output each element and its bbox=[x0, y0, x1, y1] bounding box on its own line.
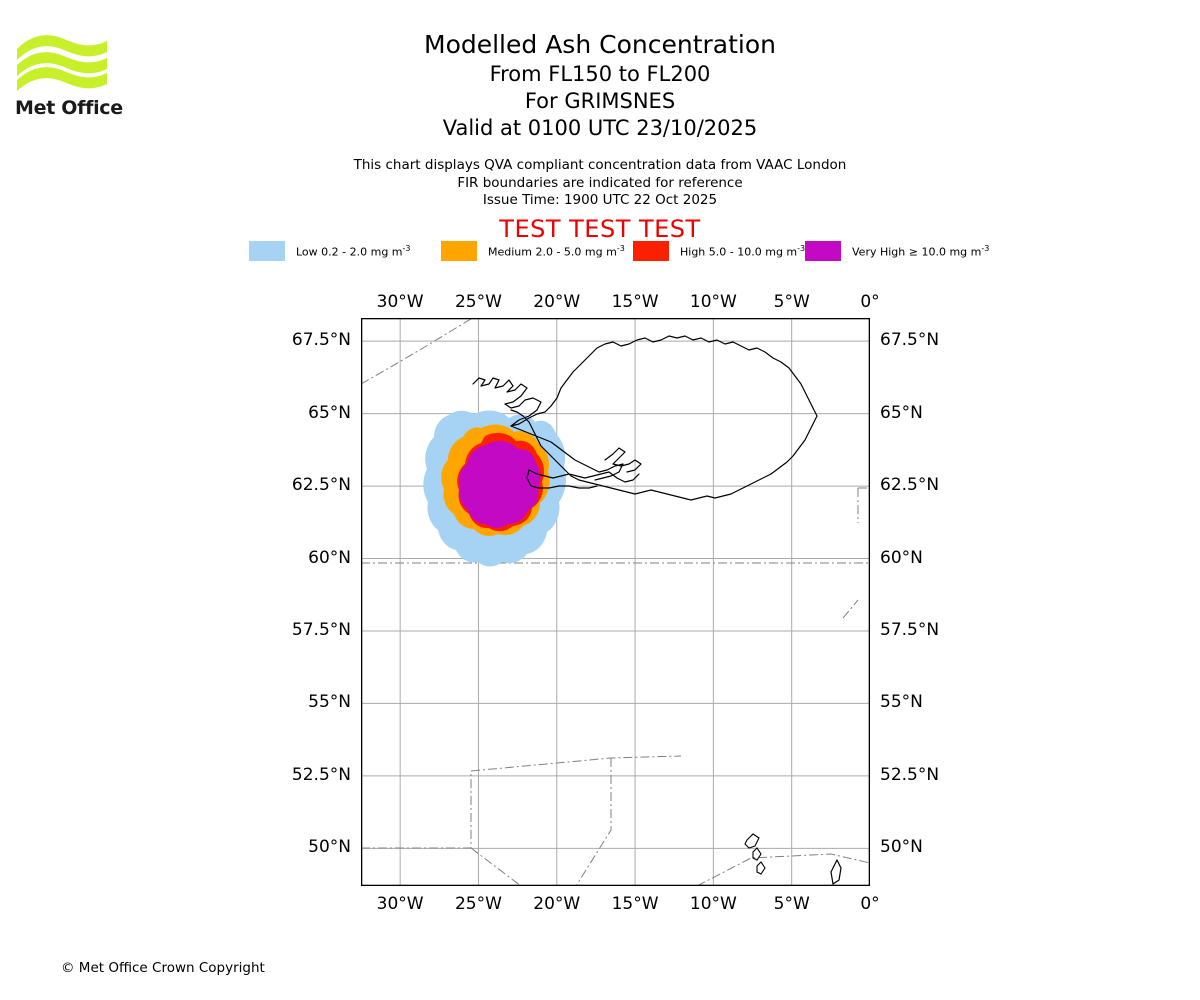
met-office-logo: Met Office bbox=[12, 18, 132, 118]
coast-iceland-peninsulas bbox=[510, 425, 624, 481]
map-background bbox=[361, 318, 870, 886]
title-valid-time: Valid at 0100 UTC 23/10/2025 bbox=[442, 116, 758, 140]
plume-band-very-high bbox=[458, 440, 541, 528]
copyright-notice: © Met Office Crown Copyright bbox=[61, 960, 265, 976]
coast-reykjanes bbox=[528, 469, 610, 479]
x-tick-label-bottom-0: 30°W bbox=[376, 894, 424, 914]
legend-swatch-1 bbox=[249, 241, 285, 261]
x-tick-label-bottom-5: 5°W bbox=[773, 894, 810, 914]
x-tick-label-top-5: 5°W bbox=[773, 292, 810, 312]
legend-label-1: Low 0.2 - 2.0 mg m-3 bbox=[296, 243, 411, 259]
y-tick-label-right-5: 55°N bbox=[880, 692, 923, 713]
legend-swatch-2 bbox=[441, 241, 477, 261]
y-tick-label-right-2: 62.5°N bbox=[880, 475, 940, 496]
subtitle-issue-time: Issue Time: 1900 UTC 22 Oct 2025 bbox=[482, 192, 718, 208]
x-tick-label-top-4: 10°W bbox=[689, 292, 737, 312]
x-tick-label-top-3: 15°W bbox=[611, 292, 659, 312]
legend-item-4: Very High ≥ 10.0 mg m-3 bbox=[805, 239, 989, 263]
subtitle-fir-note: FIR boundaries are indicated for referen… bbox=[457, 174, 743, 191]
met-office-logo-svg: Met Office bbox=[15, 35, 123, 118]
coast-shetland bbox=[830, 859, 842, 885]
x-tick-label-bottom-4: 10°W bbox=[689, 894, 737, 914]
y-tick-label-right-6: 52.5°N bbox=[880, 764, 940, 785]
x-tick-label-bottom-2: 20°W bbox=[533, 894, 581, 914]
coastlines bbox=[472, 335, 842, 885]
y-tick-label-right-3: 60°N bbox=[880, 547, 923, 568]
title-flight-levels: From FL150 to FL200 bbox=[489, 62, 711, 86]
legend-item-1: Low 0.2 - 2.0 mg m-3 bbox=[249, 239, 411, 263]
legend-label-3: High 5.0 - 10.0 mg m-3 bbox=[680, 243, 806, 259]
y-tick-label-left-0: 67.5°N bbox=[291, 330, 351, 351]
y-tick-label-left-7: 50°N bbox=[308, 837, 351, 858]
legend-swatch-3 bbox=[633, 241, 669, 261]
legend-item-3: High 5.0 - 10.0 mg m-3 bbox=[633, 239, 805, 263]
chart-title-block: Modelled Ash Concentration From FL150 to… bbox=[0, 28, 1200, 142]
y-tick-label-left-1: 65°N bbox=[308, 402, 351, 423]
ash-concentration-map[interactable] bbox=[361, 318, 870, 886]
y-tick-label-left-3: 60°N bbox=[308, 547, 351, 568]
y-tick-label-right-4: 57.5°N bbox=[880, 619, 940, 640]
fir-boundary-lines bbox=[361, 318, 870, 886]
x-tick-label-top-1: 25°W bbox=[454, 292, 502, 312]
y-tick-label-left-2: 62.5°N bbox=[291, 475, 351, 496]
x-tick-label-bottom-1: 25°W bbox=[454, 894, 502, 914]
title-volcano-name: For GRIMSNES bbox=[524, 89, 676, 113]
legend-label-4: Very High ≥ 10.0 mg m-3 bbox=[852, 243, 990, 259]
legend-swatch-4 bbox=[805, 241, 841, 261]
y-tick-label-right-7: 50°N bbox=[880, 837, 923, 858]
concentration-legend: Low 0.2 - 2.0 mg m-3 Medium 2.0 - 5.0 mg … bbox=[0, 239, 1200, 263]
map-gridlines bbox=[361, 318, 870, 886]
x-tick-label-top-2: 20°W bbox=[533, 292, 581, 312]
chart-subtitle-block: This chart displays QVA compliant concen… bbox=[0, 157, 1200, 210]
x-tick-label-top-6: 0° bbox=[860, 292, 880, 312]
y-tick-label-right-0: 67.5°N bbox=[880, 330, 940, 351]
legend-label-2: Medium 2.0 - 5.0 mg m-3 bbox=[488, 243, 625, 259]
coast-iceland bbox=[472, 335, 818, 501]
page-title: Modelled Ash Concentration bbox=[424, 30, 776, 59]
x-tick-label-bottom-6: 0° bbox=[860, 894, 880, 914]
subtitle-qva-note: This chart displays QVA compliant concen… bbox=[353, 157, 847, 173]
test-banner: TEST TEST TEST bbox=[499, 215, 701, 243]
y-tick-label-left-4: 57.5°N bbox=[291, 619, 351, 640]
legend-item-2: Medium 2.0 - 5.0 mg m-3 bbox=[441, 239, 625, 263]
map-svg bbox=[361, 318, 870, 886]
ash-plume-contours bbox=[423, 410, 567, 567]
y-tick-label-left-5: 55°N bbox=[308, 692, 351, 713]
small-islands bbox=[744, 833, 766, 875]
map-frame bbox=[361, 318, 870, 886]
logo-waves bbox=[17, 35, 107, 91]
logo-wordmark: Met Office bbox=[15, 97, 123, 118]
y-tick-label-left-6: 52.5°N bbox=[291, 764, 351, 785]
x-tick-label-top-0: 30°W bbox=[376, 292, 424, 312]
y-tick-label-right-1: 65°N bbox=[880, 402, 923, 423]
x-tick-label-bottom-3: 15°W bbox=[611, 894, 659, 914]
